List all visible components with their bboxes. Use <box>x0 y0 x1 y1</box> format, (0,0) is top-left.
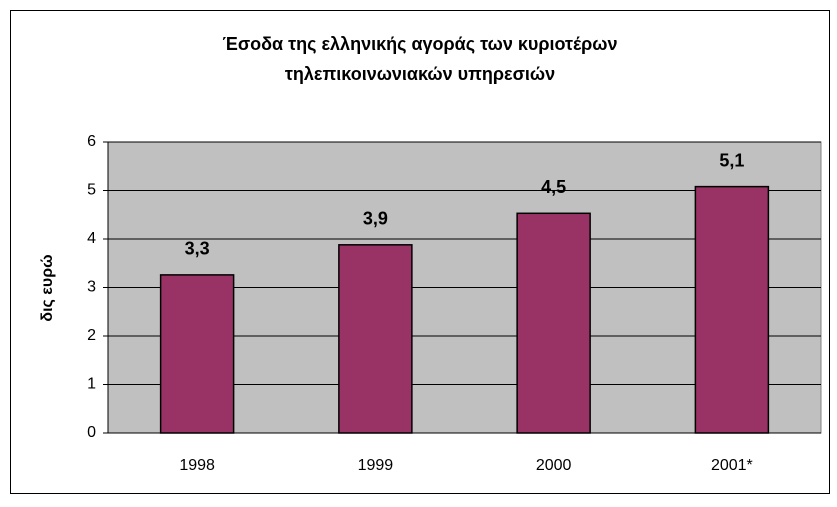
value-label: 5,1 <box>719 150 744 170</box>
x-tick-label: 2001* <box>711 457 753 474</box>
bar <box>694 185 770 434</box>
bar <box>516 212 591 434</box>
y-tick-label: 4 <box>87 230 96 247</box>
chart-title: Έσοδα της ελληνικής αγοράς των κυριοτέρω… <box>222 34 617 54</box>
y-tick-label: 5 <box>87 182 96 199</box>
x-tick-label: 1999 <box>358 457 394 474</box>
value-label: 3,9 <box>363 209 388 229</box>
bar <box>159 274 235 434</box>
y-axis-label: δις ευρώ <box>39 254 56 321</box>
y-tick-label: 1 <box>87 376 96 393</box>
y-tick-label: 3 <box>87 279 96 296</box>
x-tick-label: 1998 <box>179 457 215 474</box>
y-tick-label: 6 <box>87 133 96 150</box>
bar <box>338 244 413 434</box>
y-tick-label: 2 <box>87 327 96 344</box>
value-label: 4,5 <box>541 177 566 197</box>
x-tick-label: 2000 <box>536 457 572 474</box>
chart-title: τηλεπικοινωνιακών υπηρεσιών <box>285 64 555 84</box>
y-tick-label: 0 <box>87 424 96 441</box>
value-label: 3,3 <box>185 239 210 259</box>
